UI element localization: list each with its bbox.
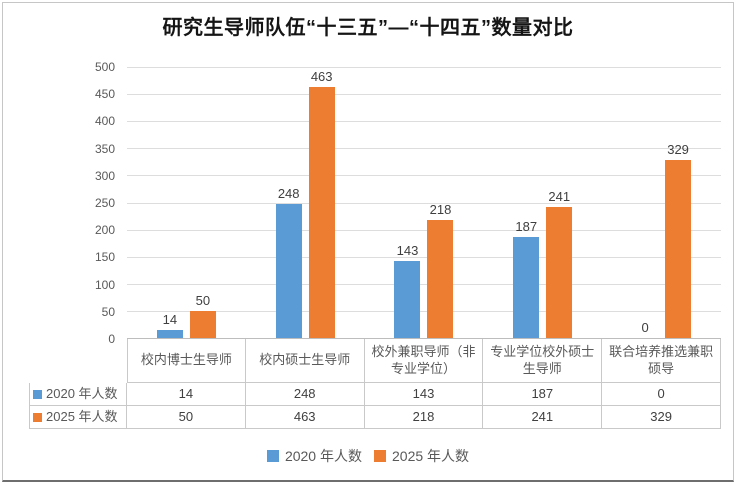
chart-title: 研究生导师队伍“十三五”—“十四五”数量对比 <box>162 17 574 39</box>
bar-value-label: 241 <box>548 189 571 205</box>
gridline <box>127 256 721 258</box>
y-tick-label: 50 <box>101 304 115 319</box>
table-value-cell: 14 <box>127 383 246 406</box>
bar-value-label: 14 <box>162 312 178 328</box>
bar-2025 <box>189 310 216 338</box>
bar-value-label: 329 <box>667 141 689 157</box>
table-row-header-label: 2020 年人数 <box>46 385 118 401</box>
gridline <box>127 67 721 68</box>
legend-swatch-icon <box>374 450 386 462</box>
y-tick-label: 500 <box>94 60 115 74</box>
table-value-cell: 0 <box>602 383 721 406</box>
bar-2025 <box>546 207 573 338</box>
gridline <box>127 229 721 231</box>
bar-2020 <box>513 236 540 338</box>
plot: 14 50 248 463 143 218 187 241 0 329 <box>127 67 721 339</box>
bar-2025 <box>665 159 692 338</box>
bar-column-2020: 248 <box>275 67 302 338</box>
bar-column-2025: 241 <box>546 67 573 338</box>
y-tick-label: 450 <box>94 87 115 102</box>
table-value-cell: 218 <box>364 406 484 429</box>
bar-value-label: 218 <box>429 201 452 217</box>
bar-column-2025: 463 <box>308 67 335 338</box>
bar-column-2025: 50 <box>189 67 216 338</box>
bar-group: 0 329 <box>602 67 721 338</box>
bar-2025 <box>308 87 335 338</box>
gridline <box>127 121 721 123</box>
table-row-header-label: 2025 年人数 <box>46 408 118 424</box>
gridline <box>127 148 721 150</box>
bar-2025 <box>427 219 454 338</box>
y-tick-label: 100 <box>94 277 115 292</box>
gridline <box>127 283 721 285</box>
y-tick-label: 250 <box>94 196 115 210</box>
y-tick-label: 0 <box>108 332 115 346</box>
bar-groups: 14 50 248 463 143 218 187 241 0 329 <box>127 67 721 338</box>
legend-label: 2020 年人数 <box>284 448 362 464</box>
bar-value-label: 50 <box>195 292 211 308</box>
bar-2020 <box>394 260 421 338</box>
plot-area: 500 450 400 350 300 250 200 150 100 50 0 14 50 248 46… <box>29 60 721 346</box>
bar-group: 143 218 <box>365 67 484 338</box>
series-swatch-icon <box>33 389 42 399</box>
gridline <box>127 310 721 312</box>
bar-value-label: 0 <box>641 320 649 335</box>
bar-group: 248 463 <box>246 67 365 338</box>
series-swatch-icon <box>33 412 42 422</box>
table-value-cell: 143 <box>364 383 484 406</box>
bar-column-2025: 218 <box>427 67 454 338</box>
bar-column-2020: 14 <box>156 67 183 338</box>
table-row-header-2025: 2025 年人数 <box>29 406 127 429</box>
legend-label: 2025 年人数 <box>392 448 470 464</box>
bar-group: 187 241 <box>483 67 602 338</box>
table-value-cell: 187 <box>483 383 603 406</box>
bar-value-label: 143 <box>396 242 419 258</box>
data-table: 校内博士生导师 校内硕士生导师 校外兼职导师（非专业学位） 专业学位校外硕士生导师 联合… <box>29 339 721 429</box>
y-tick-label: 300 <box>94 168 115 183</box>
table-category-header: 校内硕士生导师 <box>245 339 365 383</box>
y-tick-label: 350 <box>94 141 115 156</box>
gridline <box>127 202 721 204</box>
bar-value-label: 463 <box>310 69 333 85</box>
bar-2020 <box>156 330 183 338</box>
table-category-header: 校内博士生导师 <box>127 339 246 383</box>
table-value-cell: 50 <box>127 406 246 429</box>
y-tick-label: 150 <box>94 250 115 265</box>
legend-item-2020: 2020 年人数 <box>266 446 362 466</box>
y-tick-label: 200 <box>94 223 115 238</box>
bar-column-2020: 0 <box>632 67 658 338</box>
bar-value-label: 187 <box>515 218 538 234</box>
bar-group: 14 50 <box>127 67 246 338</box>
table-value-cell: 241 <box>483 406 603 429</box>
bar-column-2020: 143 <box>394 67 421 338</box>
legend-swatch-icon <box>266 450 279 462</box>
table-value-cell: 463 <box>245 406 365 429</box>
gridline <box>127 175 721 177</box>
bar-column-2020: 187 <box>513 67 540 338</box>
gridline <box>127 94 721 96</box>
table-category-header: 联合培养推选兼职硕导 <box>602 339 721 383</box>
legend-item-2025: 2025 年人数 <box>374 446 469 466</box>
legend: 2020 年人数 2025 年人数 <box>3 446 733 466</box>
table-category-header: 专业学位校外硕士生导师 <box>483 339 603 383</box>
bar-column-2025: 329 <box>665 67 692 338</box>
bar-2020 <box>275 203 302 338</box>
table-row-header-2020: 2020 年人数 <box>29 383 127 406</box>
y-tick-label: 400 <box>94 114 115 129</box>
y-axis: 500 450 400 350 300 250 200 150 100 50 0 <box>29 60 127 346</box>
table-category-header: 校外兼职导师（非专业学位） <box>364 339 484 383</box>
table-value-cell: 329 <box>602 406 721 429</box>
bar-value-label: 248 <box>277 185 300 201</box>
table-value-cell: 248 <box>245 383 365 406</box>
